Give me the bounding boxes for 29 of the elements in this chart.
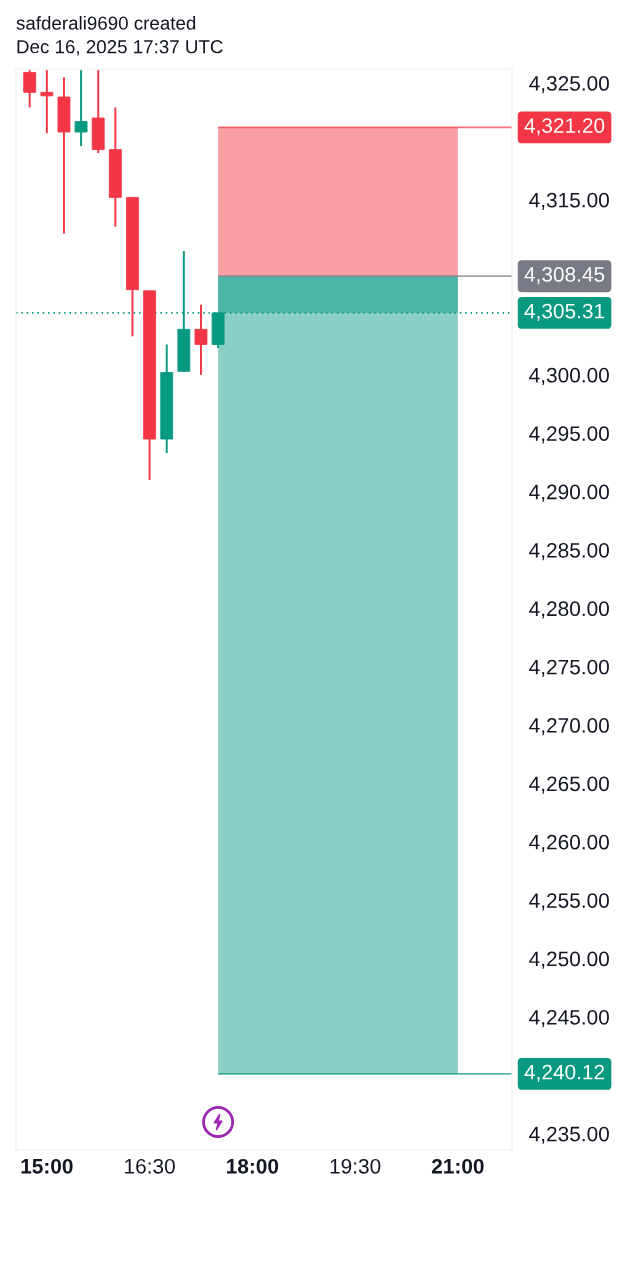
y-tick-label: 4,255.00	[529, 893, 609, 911]
y-tick-label: 4,315.00	[529, 192, 609, 210]
candlestick	[74, 69, 88, 148]
x-tick-label: 19:30	[330, 1158, 381, 1174]
y-tick-label: 4,290.00	[529, 484, 609, 502]
candlestick	[23, 69, 37, 109]
ref-line-label: 4,305.31	[524, 303, 605, 321]
ref-line-label: 4,308.45	[524, 267, 605, 285]
y-tick-label: 4,280.00	[529, 601, 609, 619]
x-tick-label: 16:30	[125, 1158, 175, 1174]
y-tick-label: 4,265.00	[529, 776, 609, 794]
y-tick-label: 4,270.00	[529, 718, 609, 736]
x-tick-label: 15:00	[21, 1158, 73, 1174]
y-tick-label: 4,285.00	[529, 542, 609, 561]
y-tick-label: 4,295.00	[529, 426, 609, 444]
y-tick-label: 4,260.00	[529, 834, 609, 853]
y-tick-label: 4,275.00	[529, 659, 609, 677]
x-tick-label: 18:00	[227, 1158, 279, 1174]
ref-line-label: 4,321.20	[524, 118, 605, 136]
x-tick-label: 21:00	[431, 1158, 484, 1174]
y-tick-label: 4,245.00	[529, 1009, 609, 1028]
candlestick	[194, 303, 208, 376]
chart-title: safderali9690 created Dec 16, 2025 17:37 UTC	[16, 16, 223, 56]
y-tick-label: 4,235.00	[529, 1126, 609, 1144]
candlestick	[40, 69, 54, 135]
y-tick-label: 4,300.00	[529, 367, 609, 386]
y-tick-label: 4,325.00	[529, 76, 609, 94]
ref-line-label: 4,240.12	[524, 1064, 605, 1082]
y-tick-label: 4,250.00	[529, 951, 609, 969]
